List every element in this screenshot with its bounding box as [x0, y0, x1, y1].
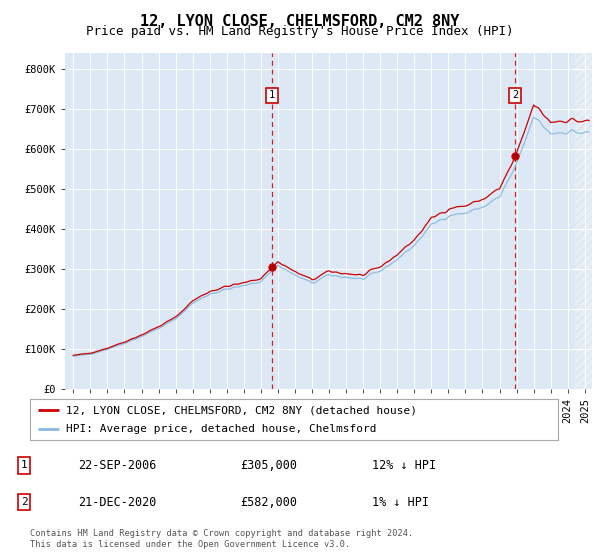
Text: 12% ↓ HPI: 12% ↓ HPI	[372, 459, 436, 472]
Text: 2: 2	[20, 497, 28, 507]
Text: 12, LYON CLOSE, CHELMSFORD, CM2 8NY (detached house): 12, LYON CLOSE, CHELMSFORD, CM2 8NY (det…	[66, 405, 417, 415]
Text: Price paid vs. HM Land Registry's House Price Index (HPI): Price paid vs. HM Land Registry's House …	[86, 25, 514, 38]
Text: Contains HM Land Registry data © Crown copyright and database right 2024.
This d: Contains HM Land Registry data © Crown c…	[30, 529, 413, 549]
Text: 2: 2	[512, 90, 518, 100]
Text: 12, LYON CLOSE, CHELMSFORD, CM2 8NY: 12, LYON CLOSE, CHELMSFORD, CM2 8NY	[140, 14, 460, 29]
Text: 1% ↓ HPI: 1% ↓ HPI	[372, 496, 429, 508]
Text: 21-DEC-2020: 21-DEC-2020	[78, 496, 157, 508]
Text: HPI: Average price, detached house, Chelmsford: HPI: Average price, detached house, Chel…	[66, 424, 376, 433]
Bar	[575, 53, 600, 389]
Text: 1: 1	[269, 90, 275, 100]
Text: £582,000: £582,000	[240, 496, 297, 508]
Text: £305,000: £305,000	[240, 459, 297, 472]
Text: 1: 1	[20, 460, 28, 470]
Text: 22-SEP-2006: 22-SEP-2006	[78, 459, 157, 472]
